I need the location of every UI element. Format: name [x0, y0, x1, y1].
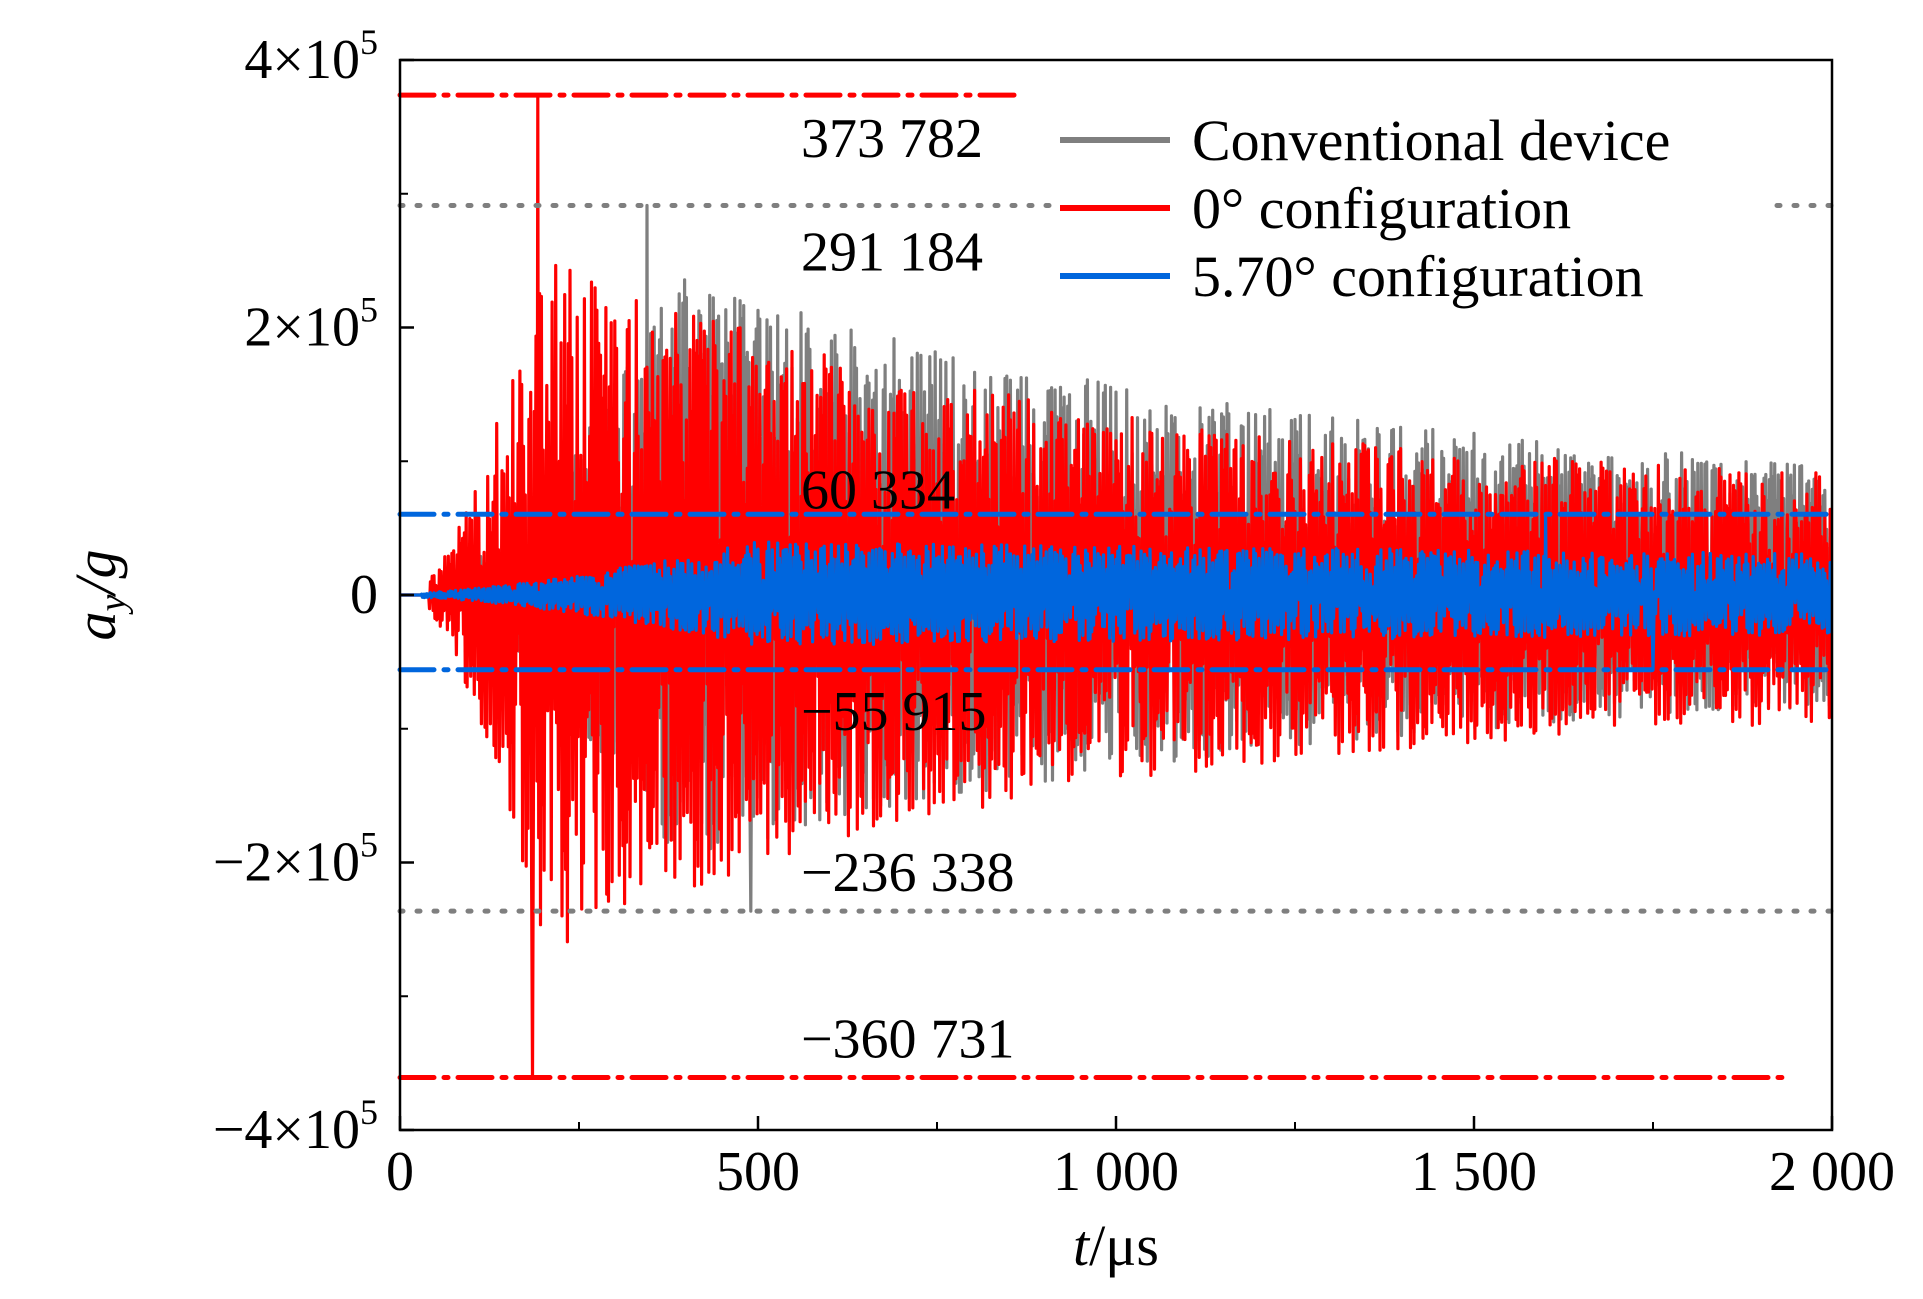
y-axis-unit: /g — [63, 550, 128, 598]
y-tick-label: 4×105 — [244, 22, 378, 91]
y-axis-var: a — [63, 612, 128, 641]
legend-label: 0° configuration — [1192, 176, 1571, 241]
y-tick-label: −2×105 — [213, 825, 378, 894]
series-layer — [400, 93, 1832, 1080]
y-axis-title: ay/g — [63, 550, 134, 641]
ticks: 0 500 1 000 1 500 2 000 −4×105 −2×105 0 2×105 4×1… — [213, 22, 1895, 1203]
legend-label: 5.70° configuration — [1192, 244, 1644, 309]
y-tick-label: 2×105 — [244, 290, 378, 359]
value-annotation: 373 782 — [801, 108, 983, 170]
legend-label: Conventional device — [1192, 108, 1670, 173]
x-tick-label: 500 — [716, 1141, 800, 1203]
y-axis-sub: y — [92, 595, 134, 616]
y-tick-label: 0 — [350, 564, 378, 626]
annotations: 373 782 291 184 60 334 −55 915 −236 338 −360 … — [801, 108, 1015, 1070]
value-annotation: −236 338 — [801, 842, 1015, 904]
value-annotation: 60 334 — [801, 459, 955, 521]
x-axis-unit: /μs — [1089, 1213, 1159, 1278]
x-tick-label: 2 000 — [1769, 1141, 1895, 1203]
x-axis-var: t — [1073, 1213, 1091, 1278]
x-tick-label: 0 — [386, 1141, 414, 1203]
value-annotation: −360 731 — [801, 1008, 1015, 1070]
series-line-2 — [400, 512, 1832, 672]
y-tick-label: −4×105 — [213, 1092, 378, 1161]
x-tick-label: 1 000 — [1053, 1141, 1179, 1203]
value-annotation: 291 184 — [801, 222, 983, 284]
x-axis-title: t/μs — [1073, 1213, 1159, 1278]
x-tick-label: 1 500 — [1411, 1141, 1537, 1203]
value-annotation: −55 915 — [801, 681, 987, 743]
legend-background — [1052, 90, 1772, 320]
